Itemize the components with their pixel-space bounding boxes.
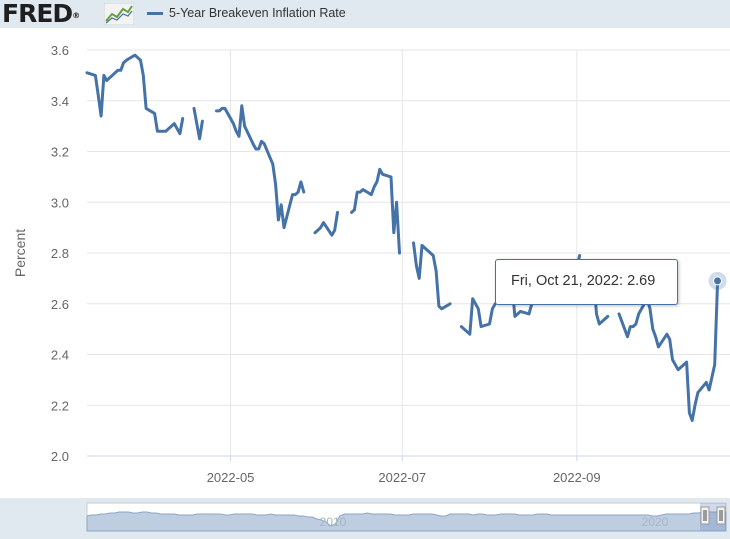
fred-logo[interactable]: FRED®	[2, 0, 80, 28]
y-tick-label: 2.4	[51, 348, 69, 363]
x-tick-label: 2022-07	[378, 470, 426, 485]
navigator-handle-right[interactable]	[716, 506, 726, 525]
navigator-handle-left[interactable]	[700, 506, 710, 525]
series-line	[313, 210, 339, 237]
series-line	[350, 167, 401, 255]
navigator-year-label: 2020	[642, 515, 669, 529]
hover-point	[713, 276, 723, 286]
x-tick-label: 2022-09	[553, 470, 601, 485]
line-chart[interactable]: 2.0 2.2 2.4 2.6 2.8 3.0 3.2 3.4 3.6 2022-05 2022-0…	[0, 28, 730, 498]
fred-logo-registered: ®	[72, 11, 80, 20]
line-chart-icon	[104, 3, 134, 25]
y-tick-label: 3.0	[51, 195, 69, 210]
series-line	[617, 279, 720, 422]
series-line	[412, 241, 452, 311]
tooltip-value: 2.69	[627, 273, 656, 289]
y-tick-label: 2.6	[51, 297, 69, 312]
y-tick-label: 2.2	[51, 398, 69, 413]
y-tick-label: 3.6	[51, 43, 69, 58]
chart-header: FRED® 5-Year Breakeven Inflation Rate	[0, 0, 730, 28]
navigator-year-label: 2010	[320, 515, 347, 529]
navigator-series	[86, 511, 727, 532]
tooltip: Fri, Oct 21, 2022: 2.69	[495, 259, 678, 305]
legend-label: 5-Year Breakeven Inflation Rate	[169, 6, 346, 20]
tooltip-text: Fri, Oct 21, 2022: 2.69	[511, 273, 655, 289]
navigator[interactable]: 2010 2020	[0, 498, 730, 534]
x-tick-label: 2022-05	[207, 470, 255, 485]
y-tick-label: 3.4	[51, 94, 69, 109]
fred-logo-text: FRED	[2, 0, 73, 28]
legend-swatch	[147, 12, 163, 15]
navigator-svg[interactable]: 2010 2020	[0, 498, 730, 534]
y-tick-label: 2.0	[51, 449, 69, 464]
y-axis-title: Percent	[12, 229, 28, 277]
series-line	[192, 106, 204, 141]
tooltip-date: Fri, Oct 21, 2022:	[511, 273, 624, 289]
series-line	[215, 104, 306, 230]
y-tick-label: 3.2	[51, 145, 69, 160]
y-tick-label: 2.8	[51, 246, 69, 261]
series-line	[85, 53, 185, 136]
